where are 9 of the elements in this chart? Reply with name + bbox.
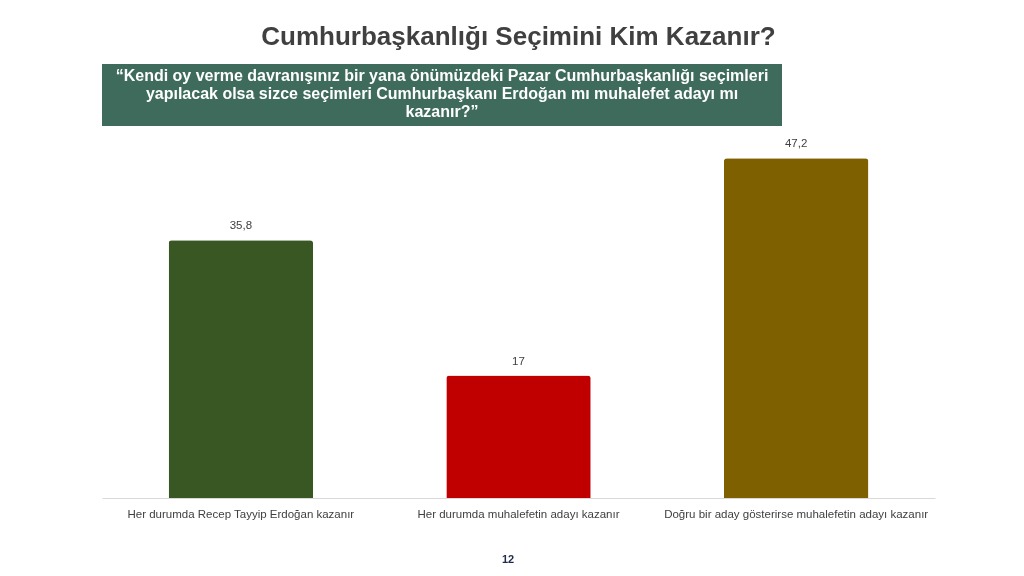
data-label: 47,2 — [784, 137, 808, 150]
chart-title: Cumhurbaşkanlığı Seçimini Kim Kazanır? — [261, 21, 776, 51]
chart-subtitle: “Kendi oy verme davranışınız bir yana önümüzdeki Pazar Cumhurbaşkanlığı seçimleri yapılacak olsa sizce seçimleri Cumhurbaşkanı Erdoğan mı muhalefet adayı mı kazanır?” — [115, 67, 769, 120]
x-tick-label: Doğru bir aday gösterirse muhalefetin adayı kazanır — [664, 507, 929, 520]
data-label: 17 — [512, 354, 525, 367]
x-tick-label: Her durumda muhalefetin adayı kazanır — [417, 507, 620, 520]
text: 12 — [501, 553, 515, 565]
x-tick-label: Her durumda Recep Tayyip Erdoğan kazanır — [127, 507, 355, 520]
data-label: 35,8 — [229, 219, 253, 232]
